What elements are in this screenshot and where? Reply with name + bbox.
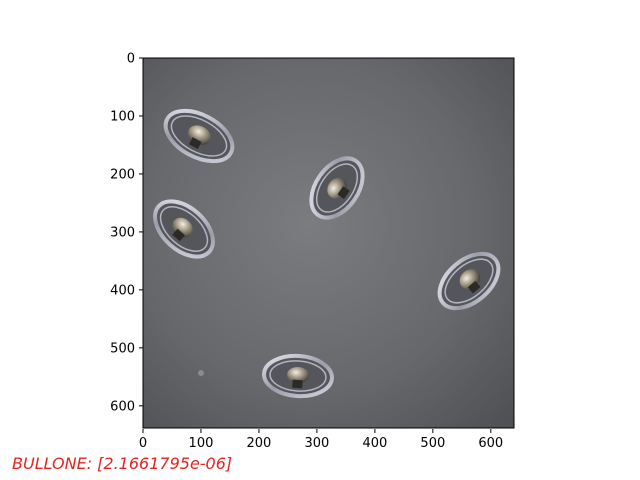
y-axis: 0 100 200 300 400 500 600 bbox=[110, 52, 143, 414]
x-tick-label: 400 bbox=[362, 436, 387, 451]
nose-pad-2 bbox=[153, 199, 215, 259]
nose-pad-3 bbox=[309, 156, 365, 220]
x-tick-label: 100 bbox=[189, 436, 214, 451]
x-tick-label: 600 bbox=[478, 436, 503, 451]
y-tick-label: 500 bbox=[110, 341, 135, 356]
y-tick-label: 600 bbox=[110, 399, 135, 414]
x-tick-label: 200 bbox=[247, 436, 272, 451]
x-axis: 0 100 200 300 400 500 600 bbox=[139, 429, 503, 451]
nose-pad-1 bbox=[163, 108, 235, 164]
y-tick-label: 200 bbox=[110, 167, 135, 182]
x-tick-label: 500 bbox=[420, 436, 445, 451]
x-tick-label: 300 bbox=[304, 436, 329, 451]
axes-frame bbox=[142, 57, 515, 429]
x-tick-label: 0 bbox=[139, 436, 147, 451]
y-tick-label: 400 bbox=[110, 283, 135, 298]
y-tick-label: 300 bbox=[110, 225, 135, 240]
photo-image bbox=[143, 58, 514, 428]
prediction-caption: BULLONE: [2.1661795e-06] bbox=[12, 454, 233, 473]
y-tick-label: 100 bbox=[110, 109, 135, 124]
nose-pad-4 bbox=[437, 251, 501, 311]
y-tick-label: 0 bbox=[127, 52, 135, 67]
nose-pad-5 bbox=[262, 353, 334, 399]
